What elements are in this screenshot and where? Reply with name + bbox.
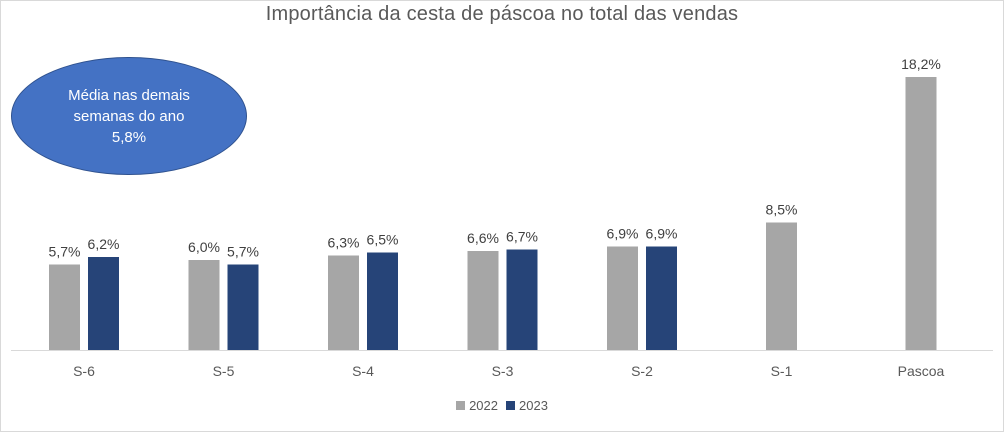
callout-line-2: semanas do ano [73, 107, 185, 125]
data-label-2022-S-6: 5,7% [49, 244, 81, 260]
x-tick-label-Pascoa: Pascoa [898, 363, 945, 379]
x-tick-label-S-6: S-6 [73, 363, 95, 379]
callout-line-1: Média nas demais [68, 86, 190, 104]
average-callout: Média nas demais semanas do ano 5,8% [11, 57, 247, 175]
bar-2023-S-2 [646, 246, 677, 350]
chart-title: Importância da cesta de páscoa no total … [265, 3, 739, 25]
data-label-2023-S-6: 6,2% [88, 236, 120, 252]
data-label-2022-S-3: 6,6% [467, 230, 499, 246]
legend-label-2022: 2022 [469, 398, 498, 413]
data-label-2023-S-3: 6,7% [506, 229, 538, 245]
x-tick-label-S-3: S-3 [492, 363, 514, 379]
x-tick-label-S-5: S-5 [213, 363, 235, 379]
legend-item-2022: 2022 [456, 398, 498, 413]
bar-2022-S-5 [188, 260, 220, 350]
data-label-2022-S-5: 6,0% [188, 239, 220, 255]
data-label-2022-S-1: 8,5% [766, 202, 798, 218]
legend-swatch-2023 [506, 401, 515, 410]
bar-2023-S-3 [506, 249, 538, 350]
data-label-2022-Pascoa: 18,2% [901, 56, 941, 72]
data-label-2023-S-5: 5,7% [227, 244, 259, 260]
x-tick-label-S-1: S-1 [771, 363, 793, 379]
data-label-2023-S-4: 6,5% [367, 232, 399, 248]
legend-label-2023: 2023 [519, 398, 548, 413]
bar-2022-S-2 [607, 246, 638, 350]
bar-2022-Pascoa [905, 77, 937, 350]
data-label-2022-S-2: 6,9% [607, 226, 639, 242]
x-tick-label-S-2: S-2 [631, 363, 653, 379]
data-label-2023-S-2: 6,9% [646, 226, 678, 242]
legend: 2022 2023 [1, 398, 1003, 413]
legend-swatch-2022 [456, 401, 466, 410]
bar-2023-S-6 [88, 257, 119, 350]
bar-2022-S-6 [49, 264, 80, 350]
data-label-2022-S-4: 6,3% [328, 235, 360, 251]
bar-2023-S-5 [227, 264, 259, 350]
bar-2022-S-1 [766, 222, 797, 350]
bar-2023-S-4 [367, 252, 398, 350]
callout-line-3: 5,8% [111, 128, 147, 146]
x-tick-label-S-4: S-4 [352, 363, 374, 379]
legend-item-2023: 2023 [506, 398, 548, 413]
bar-2022-S-3 [467, 251, 499, 350]
bar-2022-S-4 [328, 255, 359, 350]
